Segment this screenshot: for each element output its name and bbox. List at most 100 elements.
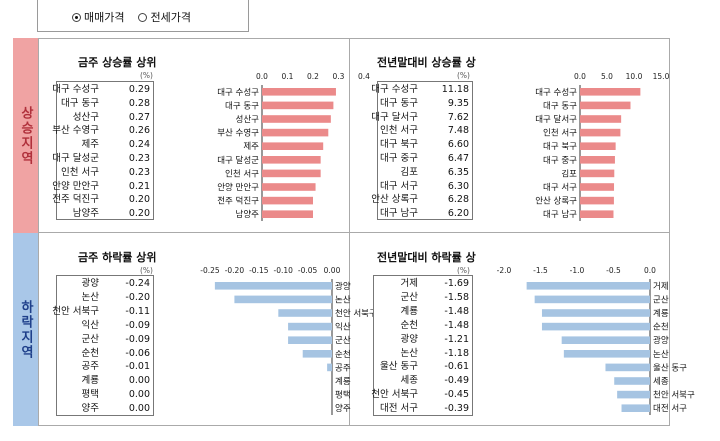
- category-label: 대구 달성군: [217, 155, 259, 166]
- bar: [262, 142, 324, 150]
- region-name: 거제: [400, 278, 418, 289]
- region-name: 논산: [81, 291, 99, 303]
- filter-label: 구분: [46, 0, 69, 2]
- ranking-table: 대구 수성구 0.29 대구 동구 0.28 성산구 0.27 부산 수영구 0.26 제주 0.…: [52, 81, 154, 221]
- category-label: 대구 서구: [543, 183, 577, 193]
- bar: [614, 377, 650, 385]
- radio-jeonse-price-label: 전세가격: [150, 11, 191, 24]
- category-label: 인천 서구: [225, 168, 259, 179]
- change-value: -0.49: [444, 375, 469, 387]
- category-label: 세종: [653, 377, 669, 387]
- bar: [262, 196, 313, 205]
- tick-label: -0.10: [273, 266, 293, 275]
- tick-label: 10.0: [626, 72, 643, 81]
- change-value: 9.35: [447, 97, 469, 109]
- change-value: 0.23: [128, 153, 150, 164]
- table-row: 전주 덕진구 0.20: [52, 193, 153, 207]
- region-name: 제주: [81, 139, 99, 151]
- category-label: 제주: [243, 142, 259, 152]
- change-value: 6.28: [447, 194, 469, 206]
- category-label: 대구 동구: [225, 101, 259, 111]
- table-row: 울산 동구 -0.61: [374, 360, 472, 374]
- change-value: -0.45: [444, 389, 469, 401]
- change-value: -0.11: [125, 305, 150, 317]
- change-value: -0.20: [125, 291, 150, 303]
- category-label: 익산: [335, 322, 351, 333]
- table-row: 대구 남구 6.20: [378, 207, 472, 221]
- unit-label: (%): [140, 71, 153, 80]
- region-name: 평택: [81, 389, 99, 401]
- change-value: 11.18: [441, 84, 469, 95]
- panel-title: 전년말대비 하락률 상: [377, 251, 476, 264]
- region-name: 대전 서구: [380, 403, 418, 415]
- region-name: 양주: [81, 403, 99, 415]
- table-row: 공주 -0.01: [57, 360, 153, 374]
- radio-jeonse-price-indicator[interactable]: [138, 12, 148, 22]
- falling-region-label: 하락지역: [18, 299, 33, 360]
- table-row: 남양주 0.20: [57, 207, 153, 221]
- bar: [278, 309, 332, 317]
- change-value: -1.18: [444, 347, 469, 359]
- table-row: 평택 0.00: [57, 388, 153, 402]
- change-value: 6.30: [447, 180, 469, 192]
- panel-ytd-up: 전년말대비 상승률 상 (%) 대구 수성구 11.18 대구 동구 9.35 대구 달…: [349, 38, 670, 232]
- region-name: 순천: [400, 319, 418, 331]
- unit-label: (%): [457, 266, 470, 275]
- tick-label: 0.4: [358, 72, 370, 81]
- change-value: 6.47: [447, 153, 469, 164]
- table-row: 인천 서구 7.48: [378, 124, 472, 138]
- table-row: 군산 -0.09: [57, 333, 153, 347]
- bar: [302, 350, 332, 358]
- radio-sale-price-indicator[interactable]: [72, 12, 81, 22]
- category-label: 대구 동구: [543, 101, 577, 111]
- table-row: 천안 서북구 -0.11: [52, 305, 153, 319]
- category-label: 울산 동구: [653, 362, 687, 373]
- panel-weekly-up: 금주 상승률 상위 (%) 대구 수성구 0.29 대구 동구 0.28 성산구 0.27…: [38, 38, 370, 232]
- bar: [534, 295, 650, 304]
- region-name: 대구 동구: [380, 97, 418, 109]
- unit-label: (%): [457, 71, 470, 80]
- tick-label: 0.2: [307, 72, 319, 81]
- table-row: 대구 서구 6.30: [378, 180, 472, 194]
- category-label: 대구 수성구: [535, 88, 577, 98]
- tick-label: -1.5: [533, 266, 548, 275]
- region-name: 대구 중구: [380, 153, 418, 164]
- category-label: 광양: [335, 281, 351, 292]
- table-row: 익산 -0.09: [57, 319, 153, 333]
- region-name: 순천: [81, 347, 99, 359]
- category-label: 남양주: [236, 209, 260, 220]
- region-name: 군산: [400, 291, 418, 303]
- table-row: 계룡 -1.48: [374, 305, 472, 319]
- table-row: 안산 상록구 6.28: [371, 193, 472, 207]
- bar: [262, 183, 316, 191]
- region-name: 천안 서북구: [52, 305, 99, 317]
- change-value: -0.61: [444, 361, 469, 373]
- falling-region-band: 하락지역: [13, 233, 38, 426]
- category-label: 논산: [335, 294, 351, 305]
- category-label: 대구 수성구: [217, 88, 259, 98]
- region-name: 대구 달서구: [371, 111, 418, 123]
- region-name: 김포: [400, 166, 418, 178]
- category-label: 순천: [653, 322, 669, 333]
- change-value: 6.35: [447, 166, 469, 178]
- bar: [561, 336, 650, 344]
- category-label: 논산: [653, 349, 669, 360]
- radio-sale-price[interactable]: 매매가격: [72, 9, 124, 25]
- category-label: 안양 만안구: [217, 182, 259, 193]
- tick-label: -0.5: [606, 266, 621, 275]
- radio-jeonse-price[interactable]: 전세가격: [138, 9, 191, 25]
- region-name: 군산: [81, 333, 99, 345]
- category-label: 대구 달서구: [535, 114, 577, 125]
- region-name: 계룡: [81, 375, 99, 387]
- region-name: 공주: [81, 361, 99, 373]
- bar: [262, 210, 313, 218]
- table-row: 제주 0.24: [57, 138, 153, 152]
- tick-label: 0.0: [644, 266, 656, 275]
- bar: [580, 196, 614, 205]
- bar: [580, 142, 616, 150]
- table-row: 군산 -1.58: [374, 291, 472, 305]
- region-name: 인천 서구: [380, 125, 418, 137]
